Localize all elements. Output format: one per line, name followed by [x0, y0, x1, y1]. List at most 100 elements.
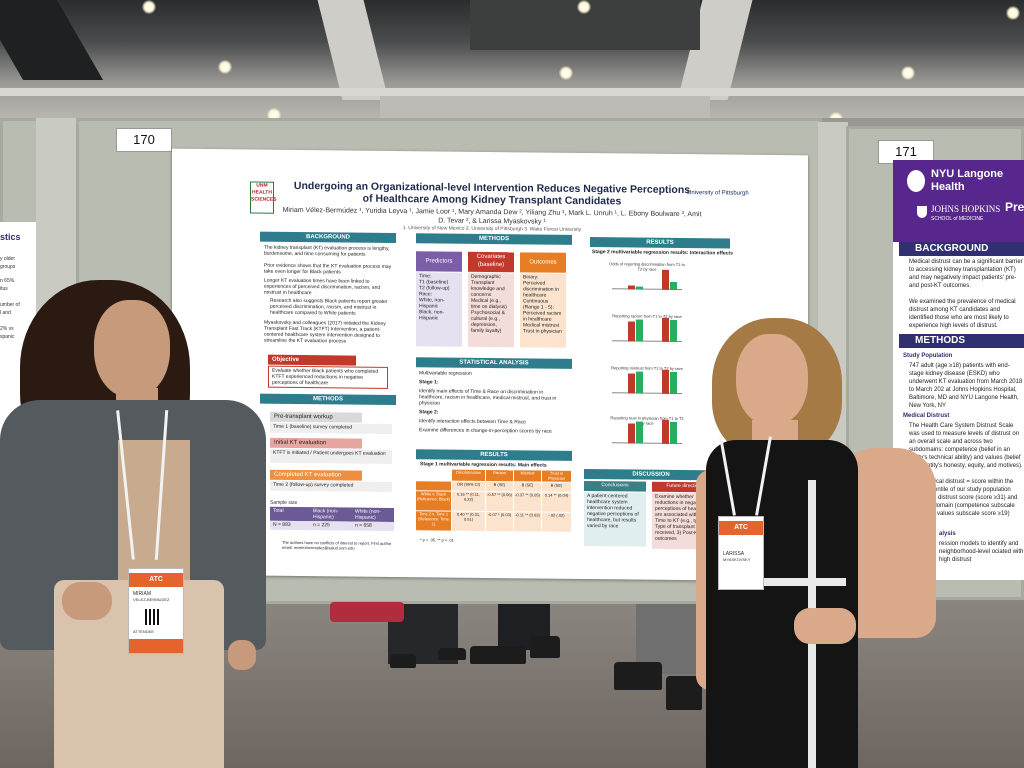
ceiling-light — [218, 60, 232, 74]
attendee-badge: ATC MIRIAM VELEZ-BERMUDEZ ATTENDEE — [128, 568, 184, 654]
right-background-header: BACKGROUND — [899, 242, 1024, 256]
stats-line: Stage 2: — [419, 409, 439, 416]
table-cell: 0.40 ** (0.31, 0.51) — [452, 511, 485, 531]
ceiling-light — [559, 66, 573, 80]
sample-value-black: n = 225 — [310, 521, 352, 531]
attendee-badge: ATC LARISSA MYASKOVSKY — [718, 516, 764, 590]
conclusions-text: A patient-centered healthcare system int… — [584, 491, 646, 547]
conflict-note: The authors have no conflicts of interes… — [282, 539, 392, 551]
statistical-analysis-text: Multivariable regression Stage 1: Identify… — [416, 369, 572, 445]
stats-line: Stage 1: — [419, 379, 439, 386]
background-bullet: Prior evidence shows that the KT evaluat… — [264, 262, 392, 276]
background-header: BACKGROUND — [260, 231, 396, 244]
table-header-cell: Discrimination — [452, 469, 485, 481]
outcomes-list: Binary: Perceived discrimination in healt… — [520, 273, 566, 348]
table-cell: OR (95% CI) — [452, 481, 485, 491]
badge-surname: VELEZ-BERMUDEZ — [133, 597, 170, 602]
background-bullet: The kidney transplant (KT) evaluation pr… — [264, 244, 390, 258]
ceiling-light — [1006, 6, 1020, 20]
table-cell: B (SE) — [514, 482, 541, 492]
badge-name: MIRIAM — [133, 591, 152, 597]
medical-distrust-header: Medical Distrust — [903, 413, 950, 419]
table-cell: -.02 (.02) — [542, 512, 571, 532]
methods-center-header: METHODS — [416, 233, 572, 245]
study-population-text: 747 adult (age ≥18) patients with end-st… — [909, 363, 1023, 409]
right-background-text: Medical distrust can be a significant ba… — [909, 259, 1023, 289]
sample-header-black: Black (non-Hispanic) — [310, 507, 352, 522]
covariates-list: Demographic Transplant knowledge and conc… — [468, 272, 514, 348]
step-text: Time 2 (follow-up) survey completed — [270, 480, 392, 492]
ceiling-light — [577, 0, 591, 14]
chart-bar — [628, 321, 635, 342]
ceiling-beam — [0, 88, 1024, 96]
jhu-logo-text: SCHOOL of MEDICINE — [931, 216, 984, 222]
red-bag — [330, 602, 404, 622]
face — [736, 334, 808, 426]
results-center-header: RESULTS — [416, 449, 572, 461]
pitt-logo: University of Pittsburgh — [687, 190, 749, 197]
left-poster-line: spanic — [0, 334, 15, 340]
table-cell: -0.57 ** (0.06) — [486, 491, 513, 512]
sample-size-label: Sample size — [270, 499, 298, 506]
sample-value-total: N = 883 — [270, 520, 310, 531]
nyu-header: NYU Langone Health JOHNS HOPKINS SCHOOL … — [893, 160, 1024, 242]
stats-line: Identify main effects of Time & Race on … — [419, 388, 557, 407]
table-cell: 0.16 ** (0.11, 0.22) — [452, 491, 485, 511]
nyu-jhu-poster: NYU Langone Health JOHNS HOPKINS SCHOOL … — [893, 160, 1024, 580]
badge-role: ATTENDEE — [133, 629, 155, 634]
analysis-header: alysis — [939, 531, 956, 537]
right-methods-header: METHODS — [899, 334, 1024, 348]
jhu-logo-text: JOHNS HOPKINS — [931, 204, 1001, 214]
table-cell: Time 2 v. Time 1 (Reference: Time 1) — [416, 511, 451, 531]
table-header-cell — [416, 469, 451, 481]
left-poster-line: y older — [0, 256, 16, 262]
results-right-caption: Stage 2 multivariable regression results… — [592, 249, 733, 257]
nyu-logo-text: NYU Langone — [931, 168, 1004, 180]
left-poster-line: l and — [0, 310, 11, 316]
results-right-header: RESULTS — [590, 237, 730, 249]
predictors-header: Predictors — [416, 251, 462, 272]
background-bullet: Longer KT evaluation times have been lin… — [264, 277, 381, 297]
left-poster-line: itus — [0, 286, 8, 292]
left-poster-line: 2% vs — [0, 326, 14, 332]
stats-line: Multivariable regression — [419, 370, 472, 377]
results-table-note: * p < .05, ** p < .01 — [420, 537, 454, 543]
badge-ribbon — [129, 639, 183, 653]
chart-caption: Reporting mistrust from T1 to T2 by race — [611, 365, 683, 372]
table-cell: B (SE) — [486, 481, 513, 492]
unm-logo: UNM HEALTH SCIENCES — [250, 181, 277, 214]
shoe — [530, 636, 560, 658]
stats-line: Identify interaction effects between Tim… — [419, 418, 526, 426]
step-initial-evaluation: Initial KT evaluation — [270, 437, 362, 449]
board-number-170: 170 — [116, 128, 172, 152]
methods-list-item: Medical (e.g., time on dialysis) — [471, 297, 507, 311]
ceiling-light — [142, 0, 156, 14]
chart-bar — [628, 373, 635, 394]
sample-value-white: n = 658 — [352, 521, 394, 531]
medical-distrust-text: The Health Care System Distrust Scale wa… — [909, 423, 1023, 469]
step-completed-evaluation: Completed KT evaluation — [270, 469, 362, 481]
poster-title: Undergoing an Organizational-level Inter… — [293, 179, 691, 208]
background-bullet: Myaskovsky and colleagues (2017) initiat… — [264, 319, 386, 345]
chart-bar — [670, 319, 677, 342]
predictors-list: Time: T1 (baseline) T2 (follow-up) Race: Whi… — [416, 272, 462, 347]
chart-bar — [636, 371, 643, 394]
interaction-chart: Reporting racism from T1 to T2 by race — [608, 313, 686, 348]
methods-list-item: Perceived racism in healthcare — [523, 310, 562, 323]
chart-bar — [662, 269, 669, 290]
left-poster-heading: stics — [0, 232, 21, 242]
badge-event: ATC — [719, 521, 763, 535]
chart-bar — [636, 286, 643, 290]
chart-bar — [636, 319, 643, 342]
table-cell: B (SE) — [542, 482, 571, 492]
methods-list-item: Psychosocial & cultural (e.g., depressio… — [471, 309, 505, 335]
chart-bar — [670, 371, 677, 394]
hand — [62, 582, 112, 620]
covariates-header: Covariates (baseline) — [468, 251, 514, 273]
chart-bar — [628, 285, 635, 290]
interaction-chart: Reporting trust in physician from T1 to … — [608, 415, 686, 450]
ceiling-beam — [380, 96, 710, 118]
outcomes-header: Outcomes — [520, 252, 566, 273]
analysis-text: ression models to identify and neighborh… — [939, 541, 1024, 563]
